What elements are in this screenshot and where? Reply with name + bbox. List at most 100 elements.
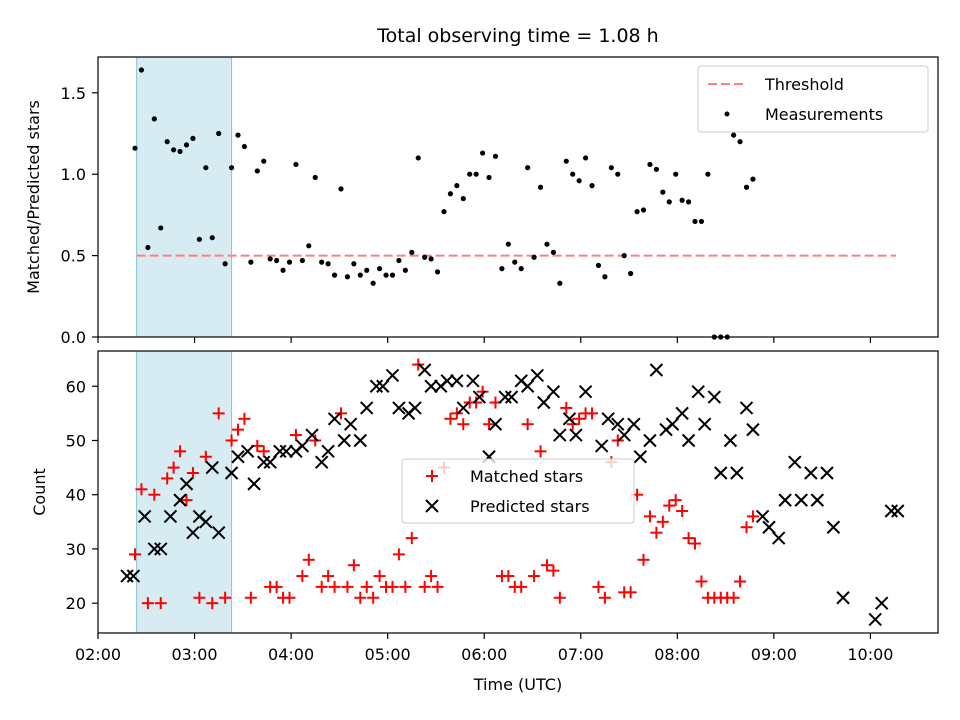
matched-point-62 [528, 570, 541, 583]
xtick-label-8: 10:00 [847, 645, 893, 664]
matched-point-65 [547, 564, 560, 577]
predicted-point-56 [569, 428, 583, 442]
predicted-point-69 [681, 433, 696, 448]
measurement-point-12 [209, 235, 215, 241]
xtick-label-6: 08:00 [654, 645, 700, 664]
matched-point-43 [405, 532, 418, 545]
predicted-point-31 [369, 379, 384, 393]
predicted-point-76 [739, 401, 754, 415]
measurement-point-76 [621, 253, 627, 259]
matched-point-27 [302, 553, 315, 566]
predicted-point-1 [126, 569, 141, 583]
matched-point-3 [148, 488, 161, 501]
predicted-point-91 [884, 504, 899, 518]
predicted-point-85 [810, 493, 825, 507]
measurement-point-14 [222, 261, 228, 267]
measurement-point-72 [595, 262, 602, 268]
matched-point-73 [598, 591, 611, 604]
measurement-point-25 [293, 161, 299, 168]
matched-point-72 [592, 580, 605, 593]
matched-point-36 [360, 580, 373, 593]
matched-point-14 [219, 591, 232, 604]
predicted-point-88 [836, 591, 850, 605]
legend-predicted-label: Predicted stars [470, 497, 590, 516]
matched-stars-points [129, 358, 759, 610]
top-legend-box [697, 65, 929, 133]
predicted-point-19 [273, 444, 287, 459]
measurement-point-0 [132, 145, 138, 151]
measurement-point-65 [550, 249, 557, 255]
measurement-point-20 [261, 158, 267, 164]
predicted-point-53 [546, 384, 561, 399]
measurement-point-83 [666, 199, 672, 205]
xtick-label-2: 04:00 [268, 645, 314, 664]
measurement-point-85 [679, 197, 685, 203]
predicted-point-16 [247, 477, 261, 491]
measurement-point-26 [299, 257, 305, 264]
matched-point-87 [689, 537, 702, 550]
predicted-point-79 [762, 520, 776, 534]
matched-point-15 [225, 434, 238, 447]
measurement-point-34 [351, 261, 357, 267]
measurement-point-2 [145, 244, 151, 251]
predicted-point-89 [868, 612, 882, 627]
measurement-point-33 [344, 274, 351, 280]
predicted-point-29 [353, 433, 368, 448]
measurement-point-39 [383, 272, 389, 278]
predicted-point-30 [360, 401, 374, 415]
measurement-point-57 [499, 266, 505, 272]
measurement-point-55 [486, 174, 492, 181]
xtick-label-3: 05:00 [365, 645, 411, 664]
predicted-point-57 [578, 384, 593, 399]
legend-matched-label: Matched stars [470, 467, 583, 486]
predicted-point-62 [627, 417, 641, 431]
measurement-point-93 [731, 132, 737, 138]
measurement-point-42 [402, 267, 408, 273]
predicted-point-11 [205, 460, 219, 475]
predicted-point-43 [466, 374, 480, 388]
predicted-point-71 [697, 417, 712, 431]
measurement-point-7 [177, 148, 183, 155]
predicted-point-4 [154, 542, 168, 556]
predicted-point-74 [723, 433, 738, 448]
predicted-point-41 [450, 374, 464, 388]
predicted-point-33 [385, 368, 400, 383]
matched-point-42 [399, 580, 412, 593]
predicted-point-32 [376, 379, 390, 393]
measurement-point-78 [634, 209, 640, 215]
bottom-y-axis-label: Count [30, 468, 49, 516]
top-ytick-label-0: 0.0 [61, 328, 86, 347]
measurement-point-4 [158, 225, 164, 231]
measurement-point-28 [312, 174, 318, 181]
predicted-point-72 [707, 390, 722, 404]
bottom-legend: Matched stars Predicted stars [401, 458, 635, 524]
legend-matched-swatch [426, 470, 438, 482]
matched-point-49 [444, 412, 457, 425]
predicted-point-90 [874, 596, 889, 610]
predicted-point-60 [611, 417, 625, 431]
predicted-point-81 [778, 493, 792, 507]
measurement-point-9 [190, 135, 196, 141]
predicted-point-68 [675, 406, 689, 421]
legend-measurements-swatch [724, 111, 730, 117]
matched-point-88 [695, 575, 708, 588]
predicted-point-22 [295, 439, 310, 453]
predicted-point-0 [120, 569, 134, 583]
measurement-point-36 [364, 267, 370, 273]
measurement-point-31 [331, 272, 338, 278]
measurement-point-67 [563, 158, 569, 164]
predicted-point-14 [231, 450, 245, 464]
matched-point-30 [322, 570, 335, 583]
predicted-point-10 [199, 515, 213, 529]
measurement-point-10 [196, 236, 202, 242]
matched-point-11 [199, 450, 212, 463]
top-axes-frame [97, 56, 939, 338]
matched-point-6 [167, 461, 180, 474]
measurement-point-24 [286, 259, 293, 265]
measurement-point-84 [673, 171, 679, 177]
predicted-point-65 [649, 363, 664, 377]
matched-point-37 [367, 591, 380, 604]
legend-predicted-swatch [425, 499, 439, 513]
matched-point-8 [180, 494, 193, 507]
measurement-point-5 [164, 139, 170, 145]
